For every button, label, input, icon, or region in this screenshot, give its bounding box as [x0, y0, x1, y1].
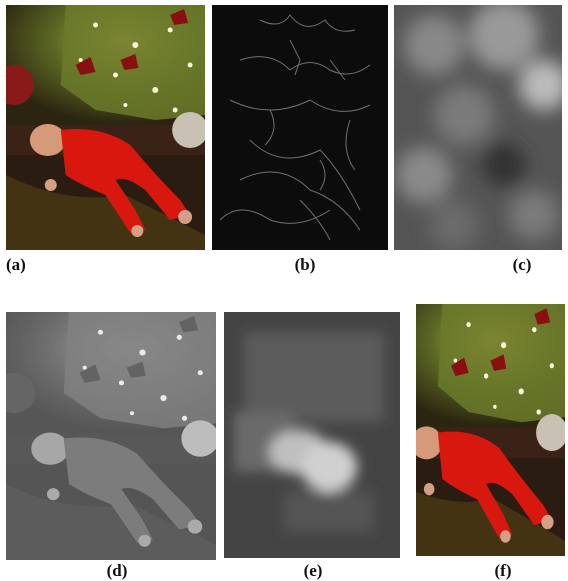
panel-label: (f) [495, 561, 512, 580]
panel-e: (e) [224, 312, 400, 580]
panel-label: (e) [304, 561, 323, 580]
image [0, 5, 208, 250]
image [394, 0, 568, 250]
panel-label: (b) [295, 255, 316, 274]
figure: (a) (b) (c) (d) [0, 0, 568, 581]
image [224, 312, 400, 558]
panel-label: (d) [107, 561, 128, 580]
panel-f: (f) [379, 304, 567, 580]
image [212, 5, 388, 250]
page: body { margin: 0; background: #fff; widt… [0, 0, 568, 581]
panel-c: (c) [394, 0, 568, 274]
image [0, 312, 219, 560]
panel-label: (c) [513, 255, 532, 274]
panel-d: (d) [0, 312, 219, 580]
figure-body: {"panels": [{"label": "(a)"}, {"label": … [0, 0, 568, 581]
image [379, 304, 567, 556]
panel-b: (b) [212, 5, 388, 274]
panel-a: (a) [0, 5, 208, 274]
panel-label: (a) [6, 255, 26, 274]
